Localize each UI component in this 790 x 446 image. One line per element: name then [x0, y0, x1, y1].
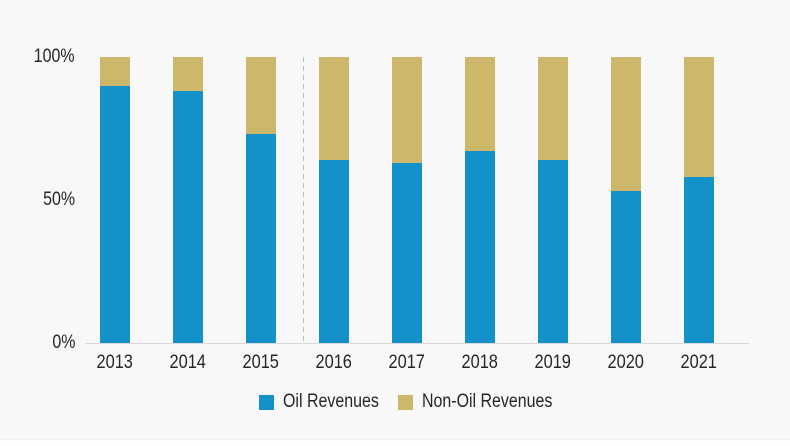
- period-separator-dashed-line: [302, 57, 304, 343]
- bar-segment-oil-2015: [246, 134, 276, 343]
- bar-segment-oil-2016: [319, 160, 349, 343]
- x-axis-tick-text: 2015: [242, 351, 280, 373]
- x-axis-tick-label-2013: 2013: [79, 351, 151, 373]
- x-axis-tick-text: 2018: [461, 351, 499, 373]
- bar-segment-non-oil-2019: [538, 57, 568, 160]
- x-axis-tick-label-2014: 2014: [152, 351, 224, 373]
- x-axis-tick-label-2017: 2017: [371, 351, 443, 373]
- legend-label-oil-revenues: Oil Revenues: [283, 391, 379, 412]
- bar-segment-non-oil-2020: [611, 57, 641, 192]
- bar-segment-non-oil-2015: [246, 57, 276, 135]
- x-axis-tick-text: 2014: [169, 351, 207, 373]
- bar-segment-oil-2013: [100, 85, 130, 343]
- bar-segment-oil-2021: [684, 177, 714, 343]
- bar-segment-non-oil-2021: [684, 57, 714, 178]
- bar-segment-oil-2014: [173, 91, 203, 343]
- bar-segment-non-oil-2013: [100, 57, 130, 86]
- y-axis-tick-label: 50%: [43, 189, 75, 210]
- legend-item-non-oil-revenues: Non-Oil Revenues: [398, 391, 577, 412]
- x-axis-tick-label-2020: 2020: [590, 351, 662, 373]
- x-axis-tick-text: 2019: [534, 351, 572, 373]
- bar-segment-non-oil-2016: [319, 57, 349, 160]
- bar-segment-non-oil-2018: [465, 57, 495, 152]
- oil-revenues-swatch-icon: [259, 394, 274, 410]
- plot-area: [85, 57, 749, 343]
- bar-segment-oil-2017: [392, 162, 422, 343]
- x-axis-baseline: [85, 342, 749, 344]
- bar-segment-oil-2018: [465, 151, 495, 343]
- bar-segment-non-oil-2017: [392, 57, 422, 163]
- legend-label-non-oil-revenues: Non-Oil Revenues: [422, 391, 553, 412]
- x-axis-tick-text: 2021: [680, 351, 718, 373]
- y-axis-tick-100: 100%: [0, 47, 75, 67]
- x-axis-tick-label-2015: 2015: [225, 351, 297, 373]
- x-axis-tick-text: 2020: [607, 351, 645, 373]
- x-axis-tick-text: 2017: [388, 351, 426, 373]
- y-axis-tick-label: 100%: [34, 46, 75, 67]
- non-oil-revenues-swatch-icon: [398, 394, 413, 410]
- bar-segment-oil-2020: [611, 191, 641, 343]
- x-axis-tick-label-2019: 2019: [517, 351, 589, 373]
- y-axis-tick-0: 0%: [0, 333, 75, 353]
- x-axis-tick-text: 2013: [96, 351, 134, 373]
- bar-segment-non-oil-2014: [173, 57, 203, 92]
- y-axis-tick-label: 0%: [51, 332, 75, 353]
- x-axis-tick-label-2018: 2018: [444, 351, 516, 373]
- bottom-edge-strip: [0, 439, 790, 446]
- legend-item-oil-revenues: Oil Revenues: [259, 391, 397, 412]
- y-axis-tick-50: 50%: [0, 190, 75, 210]
- bar-segment-oil-2019: [538, 160, 568, 343]
- x-axis-tick-label-2016: 2016: [298, 351, 370, 373]
- x-axis-tick-text: 2016: [315, 351, 353, 373]
- x-axis-tick-label-2021: 2021: [663, 351, 735, 373]
- legend: Oil Revenues Non-Oil Revenues: [0, 391, 790, 412]
